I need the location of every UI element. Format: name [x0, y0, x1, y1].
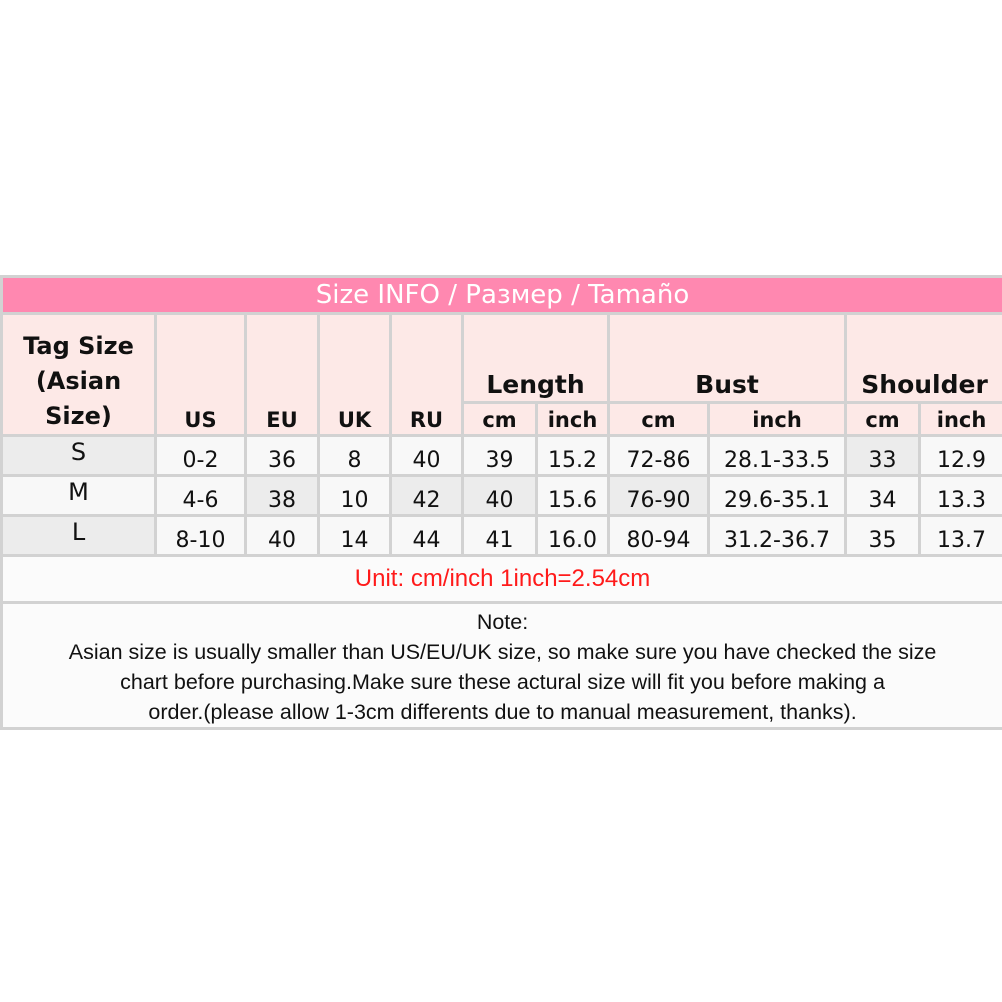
table-cell: 36: [244, 434, 320, 477]
table-cell: 12.9: [917, 434, 1002, 477]
header-ru: RU: [389, 312, 464, 437]
header-length: Length: [461, 312, 610, 404]
table-cell: 8-10: [154, 514, 247, 557]
size-label: L: [0, 514, 157, 557]
header-bust-inch: inch: [707, 401, 847, 437]
note-line: Asian size is usually smaller than US/EU…: [68, 640, 937, 664]
table-cell: 76-90: [607, 474, 710, 517]
table-cell: 72-86: [607, 434, 710, 477]
note-line: order.(please allow 1-3cm differents due…: [148, 700, 857, 724]
table-cell: 44: [389, 514, 464, 557]
table-cell: 15.6: [535, 474, 610, 517]
chart-title: Size INFO / Размер / Tamaño: [0, 275, 1002, 315]
table-cell: 28.1-33.5: [707, 434, 847, 477]
header-shoulder-inch: inch: [917, 401, 1002, 437]
header-bust: Bust: [607, 312, 847, 404]
header-tag-size: Tag Size (Asian Size): [0, 312, 157, 437]
table-cell: 35: [844, 514, 921, 557]
header-uk: UK: [317, 312, 392, 437]
table-cell: 29.6-35.1: [707, 474, 847, 517]
table-cell: 80-94: [607, 514, 710, 557]
table-cell: 16.0: [535, 514, 610, 557]
table-cell: 13.7: [917, 514, 1002, 557]
unit-note: Unit: cm/inch 1inch=2.54cm: [0, 554, 1002, 604]
table-cell: 13.3: [917, 474, 1002, 517]
table-cell: 40: [244, 514, 320, 557]
header-us: US: [154, 312, 247, 437]
table-cell: 33: [844, 434, 921, 477]
table-cell: 41: [461, 514, 538, 557]
table-cell: 14: [317, 514, 392, 557]
table-cell: 38: [244, 474, 320, 517]
table-cell: 10: [317, 474, 392, 517]
header-shoulder: Shoulder: [843, 312, 1002, 404]
size-label: M: [0, 474, 157, 517]
table-cell: 31.2-36.7: [707, 514, 847, 557]
table-cell: 42: [389, 474, 464, 517]
table-cell: 40: [389, 434, 464, 477]
note-block: Note: Asian size is usually smaller than…: [0, 601, 1002, 730]
header-bust-cm: cm: [607, 401, 710, 437]
table-cell: 4-6: [154, 474, 247, 517]
note-heading: Note:: [476, 610, 529, 634]
table-row: L 8-10 40 14 44 41 16.0 80-94 31.2-36.7 35 13.7: [0, 514, 1002, 557]
table-cell: 15.2: [535, 434, 610, 477]
size-label: S: [0, 434, 157, 477]
table-cell: 40: [461, 474, 538, 517]
table-row: M 4-6 38 10 42 40 15.6 76-90 29.6-35.1 34 13.3: [0, 474, 1002, 517]
table-cell: 39: [461, 434, 538, 477]
size-chart-table: Size INFO / Размер / Tamaño Tag Size (As…: [0, 275, 1002, 730]
table-cell: 0-2: [154, 434, 247, 477]
header-eu: EU: [244, 312, 320, 437]
table-cell: 8: [317, 434, 392, 477]
header-length-inch: inch: [535, 401, 610, 437]
header-length-cm: cm: [461, 401, 538, 437]
note-line: chart before purchasing.Make sure these …: [120, 670, 885, 694]
table-row: S 0-2 36 8 40 39 15.2 72-86 28.1-33.5 33 12.9: [0, 434, 1002, 477]
table-cell: 34: [844, 474, 921, 517]
header-shoulder-cm: cm: [844, 401, 921, 437]
